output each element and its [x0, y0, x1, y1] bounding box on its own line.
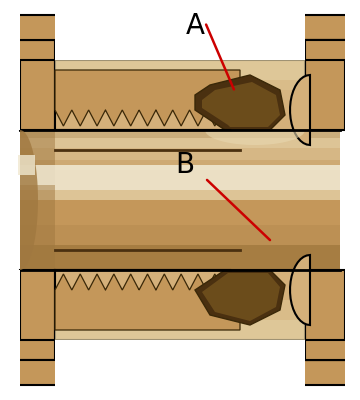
- Polygon shape: [202, 82, 280, 127]
- Polygon shape: [20, 165, 340, 190]
- Text: B: B: [175, 151, 194, 179]
- Polygon shape: [20, 130, 38, 270]
- Polygon shape: [10, 40, 55, 60]
- Polygon shape: [20, 160, 340, 170]
- Polygon shape: [55, 270, 305, 340]
- Polygon shape: [18, 155, 35, 175]
- Polygon shape: [0, 0, 20, 40]
- Polygon shape: [305, 270, 345, 360]
- Polygon shape: [345, 0, 360, 400]
- Polygon shape: [20, 245, 340, 270]
- Polygon shape: [55, 60, 305, 80]
- Polygon shape: [55, 320, 305, 340]
- Polygon shape: [202, 273, 280, 321]
- Polygon shape: [20, 165, 55, 185]
- Polygon shape: [20, 130, 55, 270]
- Polygon shape: [0, 270, 20, 400]
- Polygon shape: [20, 225, 340, 245]
- Polygon shape: [205, 130, 305, 145]
- Polygon shape: [55, 40, 305, 60]
- Polygon shape: [55, 340, 305, 360]
- Polygon shape: [55, 0, 305, 40]
- Polygon shape: [10, 360, 350, 385]
- Polygon shape: [55, 70, 240, 126]
- Polygon shape: [305, 340, 350, 360]
- Polygon shape: [305, 40, 350, 60]
- Polygon shape: [20, 190, 340, 200]
- Polygon shape: [55, 60, 305, 100]
- Polygon shape: [290, 75, 310, 145]
- Polygon shape: [55, 60, 305, 130]
- Polygon shape: [20, 130, 340, 138]
- Polygon shape: [20, 130, 340, 270]
- Polygon shape: [195, 270, 285, 325]
- Text: A: A: [185, 12, 204, 40]
- Polygon shape: [0, 0, 20, 130]
- Polygon shape: [55, 340, 305, 400]
- Polygon shape: [290, 255, 310, 325]
- Polygon shape: [55, 274, 240, 330]
- Polygon shape: [55, 300, 305, 340]
- Polygon shape: [20, 270, 55, 360]
- Polygon shape: [10, 15, 350, 40]
- Polygon shape: [20, 40, 55, 130]
- Polygon shape: [240, 90, 305, 130]
- Polygon shape: [195, 75, 285, 130]
- Polygon shape: [20, 148, 340, 160]
- Polygon shape: [20, 130, 340, 148]
- Polygon shape: [10, 340, 55, 360]
- Polygon shape: [305, 40, 345, 130]
